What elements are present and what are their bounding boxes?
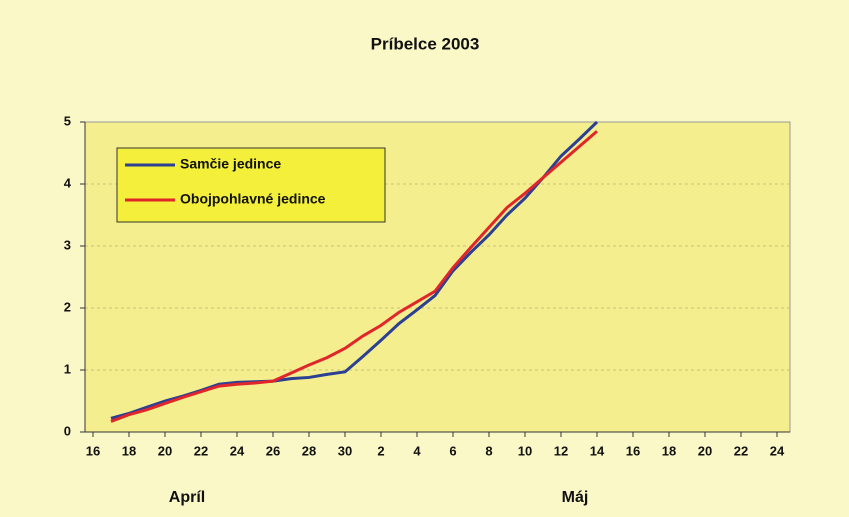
y-tick-label: 3: [64, 237, 71, 252]
chart-title: Príbelce 2003: [371, 34, 480, 53]
legend-label: Samčie jedince: [180, 156, 281, 172]
x-tick-label: 16: [86, 443, 100, 458]
x-tick-label: 22: [734, 443, 748, 458]
x-tick-label: 4: [413, 443, 421, 458]
legend-label: Obojpohlavné jedince: [180, 191, 326, 207]
x-tick-label: 20: [158, 443, 172, 458]
x-tick-label: 2: [377, 443, 384, 458]
y-tick-label: 5: [64, 113, 71, 128]
x-tick-label: 6: [449, 443, 456, 458]
x-tick-label: 26: [266, 443, 280, 458]
x-tick-label: 24: [230, 443, 245, 458]
x-tick-label: 24: [770, 443, 785, 458]
x-tick-label: 8: [485, 443, 492, 458]
month-label: Máj: [562, 489, 589, 506]
x-tick-label: 10: [518, 443, 532, 458]
x-tick-label: 12: [554, 443, 568, 458]
x-tick-label: 18: [122, 443, 136, 458]
x-tick-label: 20: [698, 443, 712, 458]
x-tick-label: 22: [194, 443, 208, 458]
y-tick-label: 4: [64, 175, 72, 190]
x-tick-label: 18: [662, 443, 676, 458]
month-label: Apríl: [169, 489, 205, 506]
x-tick-label: 16: [626, 443, 640, 458]
x-tick-label: 14: [590, 443, 605, 458]
x-tick-label: 28: [302, 443, 316, 458]
legend-box: [116, 147, 386, 223]
y-tick-label: 1: [64, 361, 71, 376]
series-line: [110, 130, 598, 423]
x-tick-label: 30: [338, 443, 352, 458]
y-tick-label: 0: [64, 423, 71, 438]
y-tick-label: 2: [64, 299, 71, 314]
